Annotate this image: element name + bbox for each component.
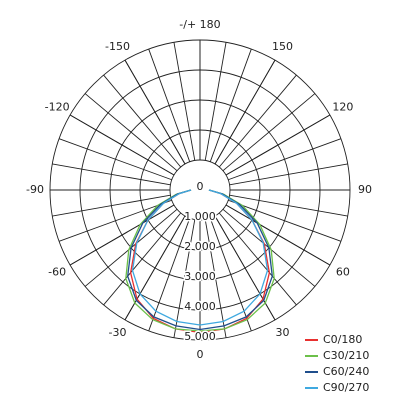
intensity-curve [131, 189, 269, 326]
angle-tick-label: -90 [26, 183, 44, 196]
angle-grid-line [69, 204, 175, 266]
angle-grid-line [225, 204, 331, 266]
intensity-curve [127, 189, 273, 331]
r-tick-label: 2 000 [184, 240, 216, 253]
legend-label: C30/210 [323, 349, 369, 362]
angle-tick-label: 150 [272, 40, 293, 53]
angle-tick-label: 90 [358, 183, 372, 196]
legend-label: C0/180 [323, 333, 362, 346]
angle-grid-line [225, 114, 331, 176]
r-tick-label: 3 000 [184, 270, 216, 283]
angle-tick-label: 0 [197, 348, 204, 361]
angle-grid-line [214, 59, 276, 165]
angle-tick-label: 60 [336, 266, 350, 279]
angle-grid-line [124, 215, 186, 321]
r-tick-label: 0 [197, 180, 204, 193]
angle-tick-label: 120 [332, 101, 353, 114]
r-tick-label: 5 000 [184, 330, 216, 343]
angle-grid-line [69, 114, 175, 176]
angle-tick-label: -60 [48, 266, 66, 279]
r-tick-label: 1 000 [184, 210, 216, 223]
angle-tick-label: 30 [276, 326, 290, 339]
angle-grid-line [124, 59, 186, 165]
r-tick-label: 4 000 [184, 300, 216, 313]
legend-label: C60/240 [323, 365, 369, 378]
angle-tick-label: -150 [105, 40, 130, 53]
intensity-curve [125, 189, 275, 332]
angle-grid-line [214, 215, 276, 321]
angle-tick-label: -/+ 180 [179, 18, 220, 31]
legend-label: C90/270 [323, 381, 369, 394]
angle-tick-label: -120 [45, 101, 70, 114]
angle-tick-label: -30 [109, 326, 127, 339]
